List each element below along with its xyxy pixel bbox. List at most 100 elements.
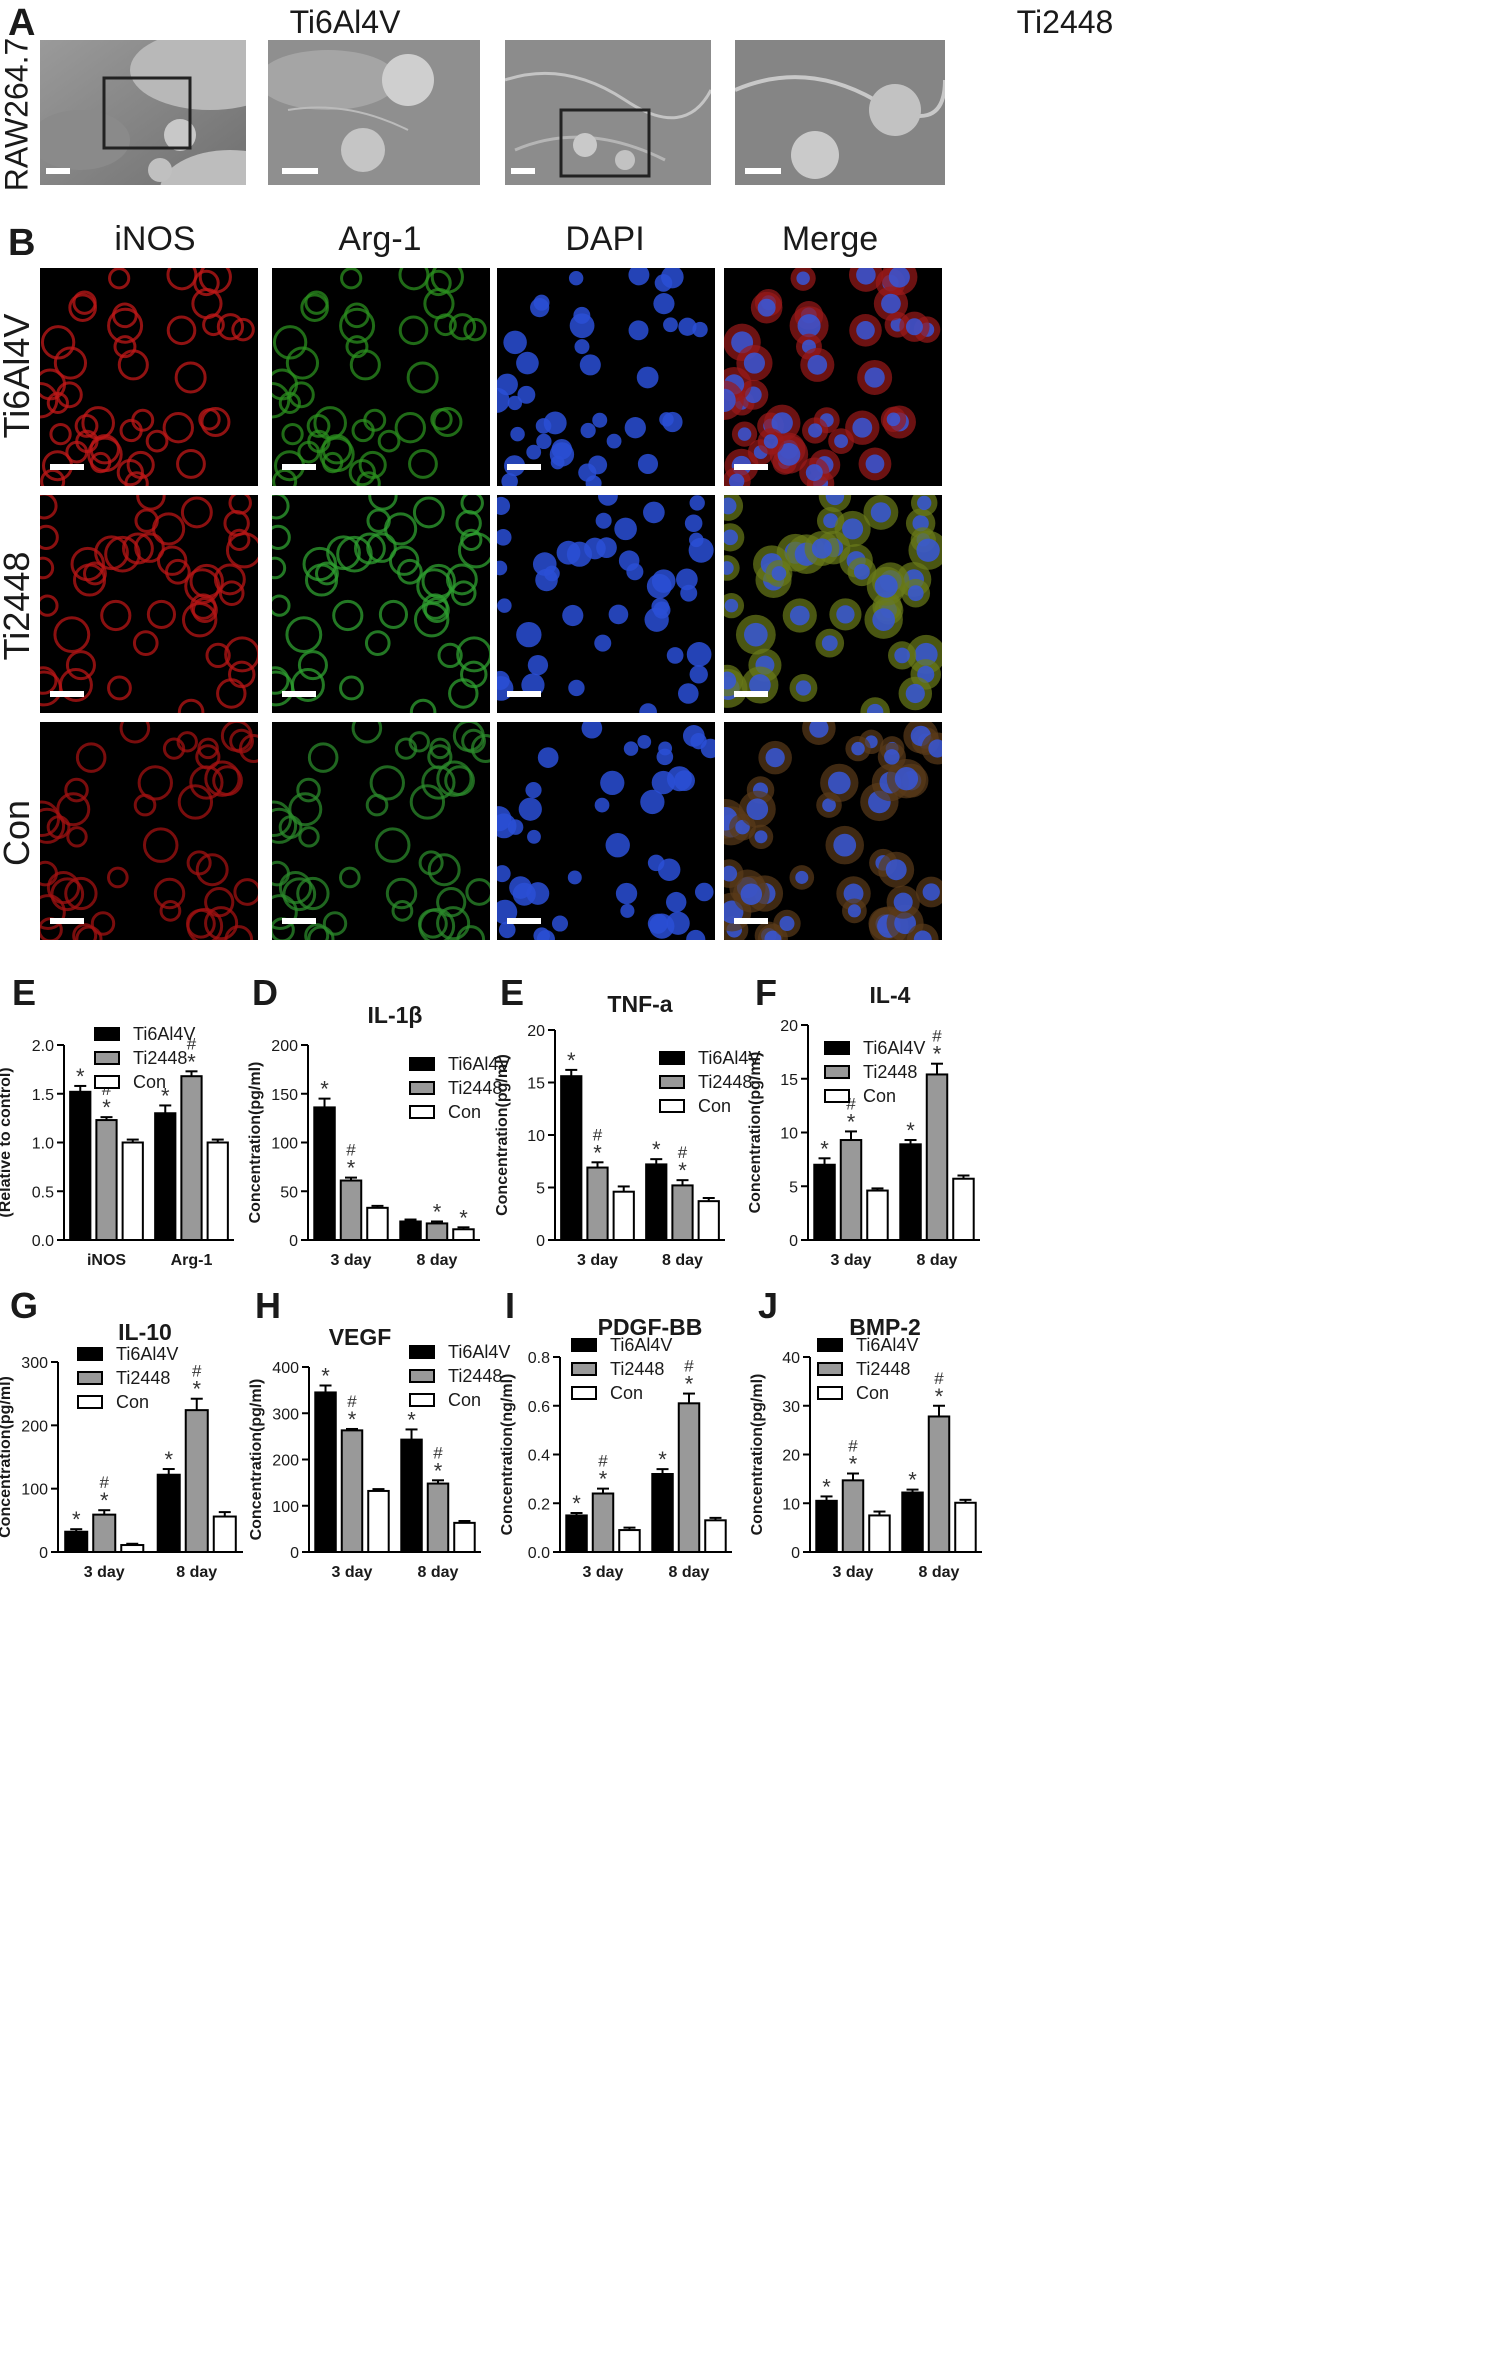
bar bbox=[704, 1519, 727, 1553]
x-tick-label: 8 day bbox=[417, 1252, 458, 1269]
bar bbox=[813, 1163, 836, 1241]
significance-star: * bbox=[407, 1407, 416, 1432]
significance-hash: # bbox=[846, 1094, 856, 1113]
bar bbox=[121, 1141, 144, 1241]
bar bbox=[901, 1491, 924, 1554]
sem-texture-ti6al4v-overview bbox=[40, 40, 246, 185]
legend-label: Ti2448 bbox=[448, 1366, 502, 1386]
legend-label: Ti6Al4V bbox=[856, 1335, 918, 1355]
bar bbox=[839, 1139, 863, 1242]
bar bbox=[866, 1189, 889, 1242]
scale-bar bbox=[282, 168, 318, 174]
bar bbox=[64, 1530, 89, 1553]
significance-star: * bbox=[434, 1458, 443, 1483]
x-tick-label: 3 day bbox=[84, 1564, 125, 1581]
significance-star: * bbox=[459, 1205, 468, 1230]
y-tick-label: 10 bbox=[780, 1126, 798, 1143]
bar bbox=[367, 1489, 390, 1553]
significance-star: * bbox=[100, 1488, 109, 1513]
significance-star: * bbox=[187, 1049, 196, 1074]
bar bbox=[314, 1391, 337, 1553]
chart-title: IL-1β bbox=[368, 1002, 423, 1028]
legend-swatch bbox=[94, 1051, 120, 1065]
sem-image-ti6al4v-overview bbox=[40, 40, 246, 185]
significance-star: * bbox=[348, 1407, 357, 1432]
bar bbox=[313, 1106, 336, 1242]
y-tick-label: 0.2 bbox=[528, 1496, 550, 1513]
y-axis-label: Concentration(pg/ml) bbox=[248, 1379, 265, 1541]
legend-label: Con bbox=[448, 1102, 481, 1122]
scale-bar bbox=[507, 691, 541, 697]
x-tick-label: 8 day bbox=[662, 1252, 703, 1269]
scale-bar bbox=[507, 918, 541, 924]
bar bbox=[92, 1513, 117, 1553]
panel-letter: J bbox=[758, 1285, 778, 1326]
x-tick-label: 8 day bbox=[917, 1252, 958, 1269]
legend-swatch bbox=[409, 1081, 435, 1095]
cell-pattern bbox=[40, 495, 258, 713]
cell-pattern bbox=[724, 722, 942, 940]
sem-image-ti2448-overview bbox=[505, 40, 711, 185]
bar bbox=[180, 1075, 203, 1241]
significance-star: * bbox=[599, 1467, 608, 1492]
x-tick-label: 3 day bbox=[332, 1564, 373, 1581]
y-tick-label: 150 bbox=[271, 1087, 298, 1104]
bar bbox=[645, 1163, 668, 1242]
cell-pattern bbox=[272, 495, 490, 713]
legend-label: Con bbox=[448, 1390, 481, 1410]
panel-letter: E bbox=[500, 972, 524, 1013]
significance-hash: # bbox=[848, 1437, 858, 1456]
significance-star: * bbox=[164, 1447, 173, 1472]
fluorescence-image-ti6al4v-inos bbox=[40, 268, 258, 486]
legend-swatch bbox=[94, 1027, 120, 1041]
y-tick-label: 0.4 bbox=[528, 1448, 550, 1465]
significance-star: * bbox=[685, 1372, 694, 1397]
legend-swatch bbox=[571, 1338, 597, 1352]
fluorescence-image-ti2448-dapi bbox=[497, 495, 715, 713]
scale-bar bbox=[511, 168, 535, 174]
legend-swatch bbox=[824, 1065, 850, 1079]
legend-swatch bbox=[409, 1345, 435, 1359]
panel-letter: D bbox=[252, 972, 278, 1013]
legend-label: Con bbox=[610, 1383, 643, 1403]
fluorescence-image-con-merge bbox=[724, 722, 942, 940]
fluorescence-image-con-inos bbox=[40, 722, 258, 940]
bar bbox=[425, 1222, 449, 1242]
chart-d: D IL-1β 0 50 100 150 200 Concentration(pg/ml) 3 … bbox=[247, 972, 510, 1269]
y-tick-label: 15 bbox=[527, 1076, 545, 1093]
y-tick-label: 400 bbox=[272, 1360, 299, 1377]
x-tick-label: 3 day bbox=[583, 1564, 624, 1581]
legend-swatch bbox=[817, 1386, 843, 1400]
y-tick-label: 0 bbox=[536, 1233, 545, 1250]
y-tick-label: 0 bbox=[39, 1545, 48, 1562]
bar bbox=[452, 1228, 475, 1242]
legend-swatch bbox=[824, 1041, 850, 1055]
scale-bar bbox=[46, 168, 70, 174]
fluorescence-image-ti6al4v-arg1 bbox=[272, 268, 490, 486]
chart-e2: E TNF-a 0 5 10 15 20 Concentration(pg/ml) 3 day *… bbox=[494, 972, 760, 1269]
x-tick-label: 3 day bbox=[331, 1252, 372, 1269]
bar bbox=[586, 1166, 609, 1242]
chart-e1: E0.00.51.01.52.0Fluorescence intensity(R… bbox=[0, 972, 234, 1269]
scale-bar bbox=[734, 464, 768, 470]
y-tick-label: 100 bbox=[21, 1482, 48, 1499]
significance-star: * bbox=[76, 1064, 85, 1089]
x-tick-label: Arg-1 bbox=[171, 1252, 213, 1269]
significance-star: * bbox=[321, 1364, 330, 1389]
y-tick-label: 0.8 bbox=[528, 1350, 550, 1367]
panel-letter: I bbox=[505, 1285, 515, 1326]
bar bbox=[651, 1473, 674, 1553]
y-tick-label: 100 bbox=[272, 1499, 299, 1516]
y-tick-label: 40 bbox=[782, 1350, 800, 1367]
y-tick-label: 0 bbox=[290, 1545, 299, 1562]
bar bbox=[591, 1492, 615, 1553]
scale-bar bbox=[734, 691, 768, 697]
y-tick-label: 0.0 bbox=[32, 1233, 54, 1250]
bar bbox=[868, 1514, 891, 1553]
y-tick-label: 200 bbox=[271, 1038, 298, 1055]
significance-star: * bbox=[906, 1118, 915, 1143]
legend-label: Ti2448 bbox=[116, 1368, 170, 1388]
x-tick-label: 8 day bbox=[669, 1564, 710, 1581]
panel-letter-B: B bbox=[8, 222, 36, 264]
